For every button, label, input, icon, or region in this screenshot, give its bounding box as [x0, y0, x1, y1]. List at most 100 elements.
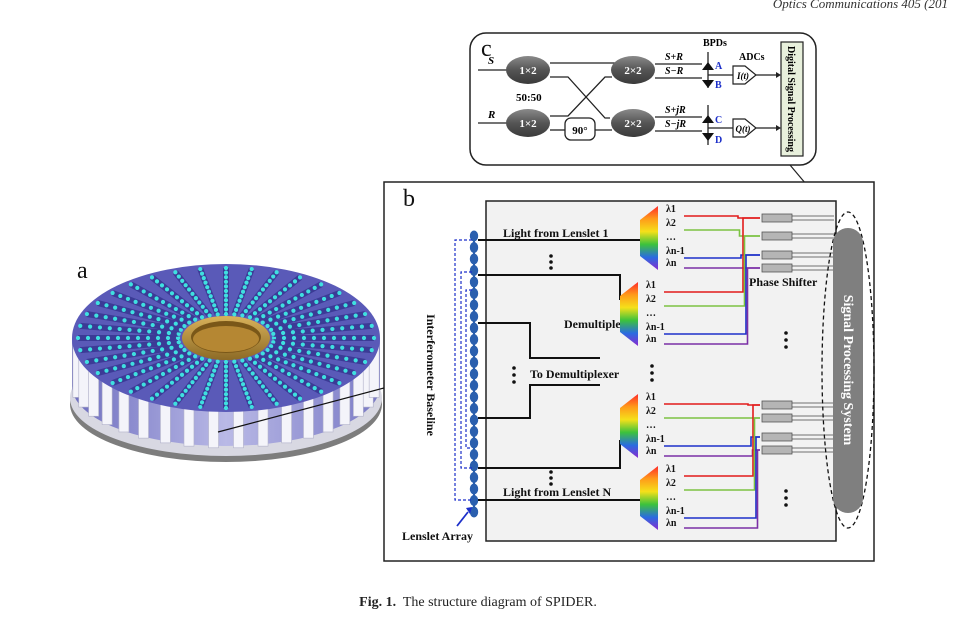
disk-lenslet — [169, 380, 175, 385]
disk-lenslet — [274, 364, 279, 370]
out-s-minus-jr: S−jR — [665, 119, 686, 130]
disk-lenslet — [287, 283, 293, 288]
disk-lenslet — [110, 380, 115, 386]
disk-lenslet — [250, 371, 255, 376]
disk-lenslet — [180, 361, 185, 366]
phase-shifter — [761, 445, 793, 455]
disk-lenslet — [239, 294, 244, 299]
disk-lenslet — [173, 306, 178, 312]
disk-lenslet — [127, 327, 132, 332]
disk-lenslet — [150, 322, 155, 328]
demultiplexer-label: Demultiplexer — [564, 317, 638, 331]
lambda-label: λn-1 — [646, 322, 665, 333]
disk-lenslet — [329, 377, 334, 383]
disk-lenslet — [315, 351, 321, 357]
disk-lenslet — [154, 392, 160, 397]
disk-lenslet — [282, 287, 288, 292]
disk-lenslet — [310, 328, 315, 333]
signal-r: R — [487, 109, 495, 121]
disk-lenslet — [257, 380, 262, 385]
lambda-label: λn — [666, 258, 677, 269]
disk-lenslet — [235, 303, 240, 308]
disk-lenslet — [128, 282, 133, 287]
disk-lenslet — [169, 291, 175, 296]
disk-lenslet — [171, 357, 177, 362]
disk-lenslet — [139, 359, 144, 364]
disk-lenslet — [131, 351, 137, 357]
disk-lenslet — [341, 335, 347, 341]
disk-lenslet — [171, 314, 177, 319]
lambda-label: λn-1 — [646, 434, 665, 445]
lenslet — [469, 506, 479, 518]
disk-lenslet — [215, 312, 220, 317]
disk-lenslet — [160, 371, 166, 377]
lenslet — [469, 449, 479, 460]
disk-lenslet — [312, 285, 317, 291]
demultiplexer-groups: λ1λ2…λn-1λnλ1λ2…λn-1λnλ1λ2…λn-1λnλ1λ2…λn… — [620, 204, 760, 530]
lenslet — [469, 380, 479, 391]
lambda-label: λ1 — [646, 280, 656, 291]
disk-lenslet — [135, 385, 140, 391]
disk-lenslet — [122, 353, 127, 358]
disk-lenslet — [317, 310, 322, 315]
light-from-lenslet-1: Light from Lenslet 1 — [503, 226, 608, 240]
disk-lenslet — [223, 298, 229, 303]
disk-lenslet — [300, 329, 305, 334]
disk-lenslet — [223, 302, 229, 307]
disk-lenslet — [110, 290, 115, 296]
disk-lenslet — [319, 389, 324, 394]
disk-lenslet — [321, 374, 327, 380]
disk-lenslet — [117, 344, 122, 350]
disk-lenslet — [308, 312, 313, 317]
lambda-label: λn — [646, 334, 657, 345]
disk-lenslet — [267, 361, 272, 366]
disk-lenslet — [343, 368, 348, 373]
coupler-2x2-top — [611, 56, 655, 84]
lambda-label: λn — [666, 518, 677, 529]
disk-lenslet — [176, 340, 181, 345]
disk-lenslet — [78, 348, 83, 353]
splitter-1x2-bottom — [506, 109, 550, 137]
disk-lenslet — [133, 372, 138, 377]
disk-lenslet — [141, 289, 146, 294]
det-a: A — [715, 61, 723, 72]
disk-lenslet — [186, 357, 191, 363]
disk-lenslet — [287, 388, 293, 393]
disk-lenslet — [125, 296, 131, 302]
disk-lenslet — [174, 295, 180, 300]
disk-lenslet — [131, 319, 137, 325]
disk-lenslet — [283, 360, 288, 365]
disk-lenslet — [291, 317, 296, 322]
disk-lenslet — [148, 292, 153, 298]
lenslet — [469, 472, 479, 483]
disk-lenslet — [179, 299, 185, 304]
bpds-label: BPDs — [703, 38, 727, 49]
splitter-1x2-top — [506, 56, 550, 84]
disk-lenslet — [223, 405, 229, 411]
disk-lenslet — [204, 309, 209, 314]
disk-lenslet — [340, 326, 345, 331]
disk-lenslet — [130, 361, 135, 366]
disk-lenslet — [107, 326, 112, 331]
disk-lenslet — [310, 343, 315, 348]
lenslet — [469, 334, 479, 345]
disk-lenslet — [139, 312, 144, 317]
disk-lenslet — [278, 345, 283, 350]
disk-lenslet — [337, 290, 342, 296]
disk-lenslet — [199, 400, 205, 405]
channel-line — [684, 417, 760, 491]
disk-lenslet — [183, 283, 188, 288]
disk-lenslet — [292, 279, 298, 284]
disk-lenslet — [141, 382, 146, 387]
disk-lenslet — [271, 274, 276, 279]
to-demultiplexer-label: To Demultiplexer — [530, 367, 620, 381]
disk-lenslet — [223, 307, 229, 312]
sps-dashed-outline — [821, 211, 875, 529]
disk-lenslet — [173, 401, 178, 406]
channel-line — [684, 436, 760, 519]
ratio-label: 50:50 — [516, 92, 542, 104]
disk-lenslet — [176, 274, 181, 279]
disk-lenslet — [103, 356, 108, 361]
disk-lenslet — [135, 285, 140, 291]
